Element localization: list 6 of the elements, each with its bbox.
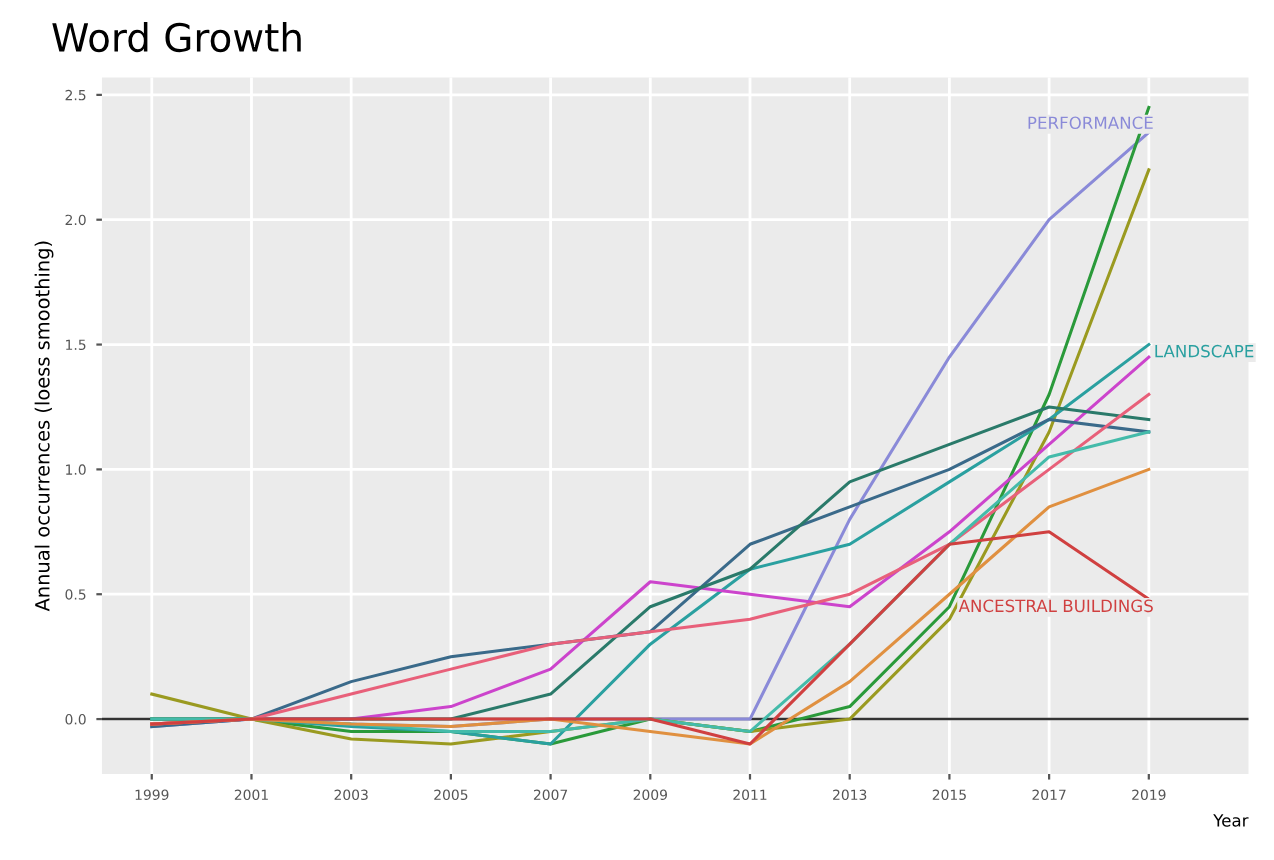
chart-title: Word Growth bbox=[52, 22, 301, 53]
x-axis-title: Year bbox=[1213, 814, 1249, 827]
series-label: LANDSCAPE bbox=[1155, 344, 1254, 358]
series-label: ANCESTRAL BUILDINGS bbox=[958, 599, 1153, 613]
series-label: PERFORMANCE bbox=[1028, 116, 1153, 130]
y-axis-title: Annual occurrences (loess smoothing) bbox=[34, 241, 54, 612]
